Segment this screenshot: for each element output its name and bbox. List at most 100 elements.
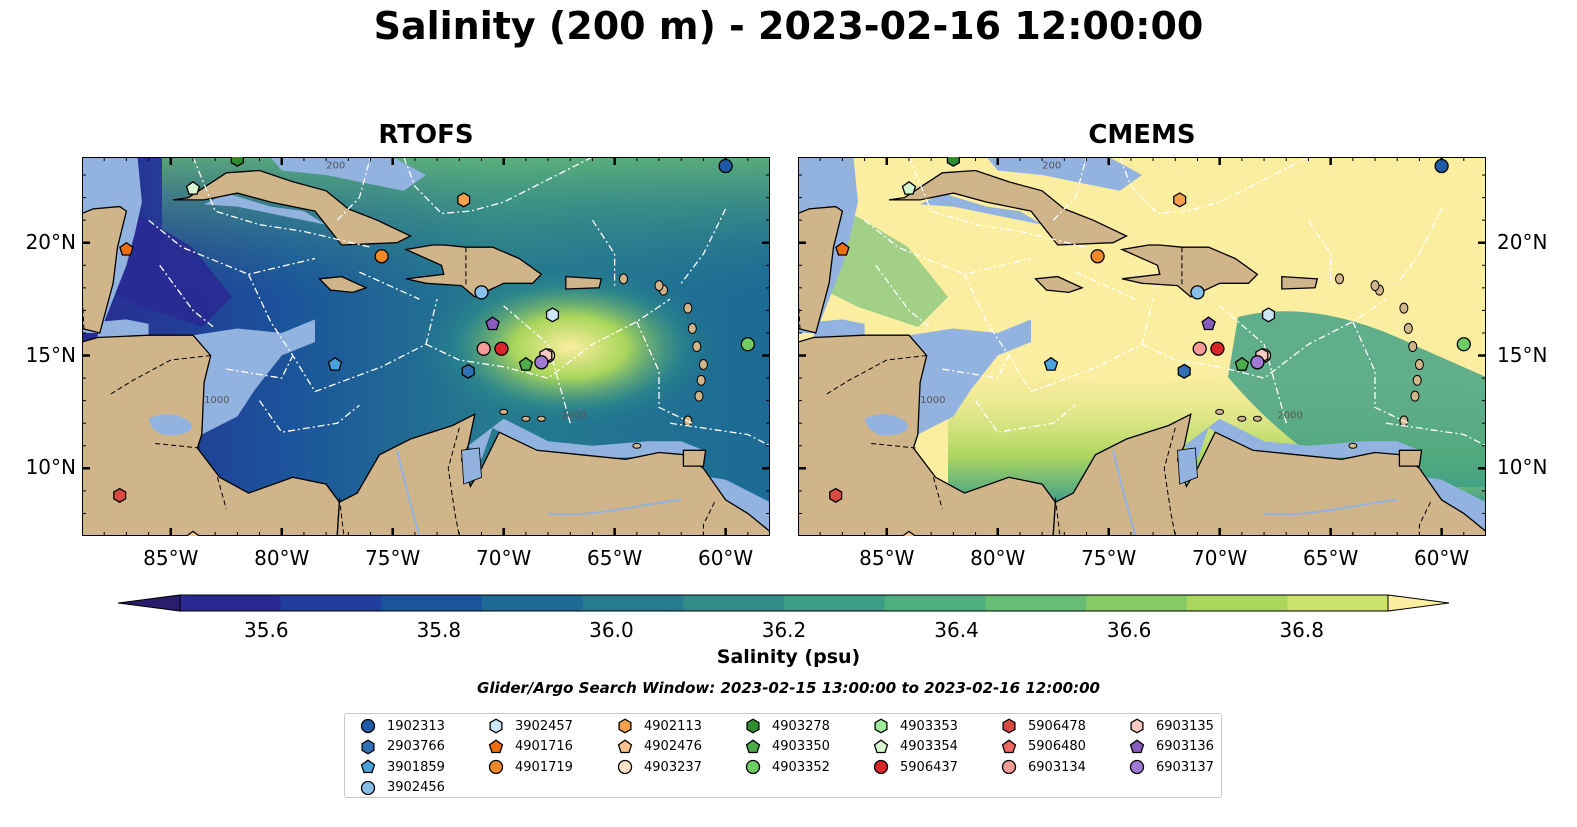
contour-label: 200 xyxy=(326,160,345,171)
float-marker-3902456 xyxy=(474,285,489,300)
lake-nicaragua xyxy=(148,414,192,436)
island-lesser-antilles-4 xyxy=(696,374,706,386)
float-marker-4903278 xyxy=(230,157,244,167)
legend-marker-4903353 xyxy=(874,718,888,734)
float-marker-4901716 xyxy=(119,241,134,256)
legend-item: 6903135 xyxy=(1128,716,1214,736)
legend-marker-icon xyxy=(618,718,632,734)
eez-line-5 xyxy=(636,321,693,424)
legend-item: 6903134 xyxy=(1000,757,1086,777)
legend-marker-icon xyxy=(873,738,889,753)
eez-line-9 xyxy=(1396,208,1443,284)
land-south-america xyxy=(1052,413,1486,536)
eez-line-10 xyxy=(1386,422,1486,447)
colorbar-segment xyxy=(1287,595,1389,611)
land-mexico-yucatan xyxy=(798,157,844,334)
figure-title: Salinity (200 m) - 2023-02-16 12:00:00 xyxy=(373,4,1204,48)
island-lesser-antilles-1 xyxy=(1403,322,1413,334)
shelf-nicaragua-rise xyxy=(909,319,1031,435)
legend-marker-1902313 xyxy=(360,718,376,734)
island-lesser-antilles-0 xyxy=(1399,302,1409,314)
land-jamaica xyxy=(318,275,368,294)
legend-marker-2903766 xyxy=(361,738,375,755)
float-marker-3902457 xyxy=(545,307,560,323)
colorbar-tick-label: 36.0 xyxy=(589,618,634,642)
legend-item: 4903278 xyxy=(744,716,830,736)
shelf-cuba-south xyxy=(204,193,327,225)
eez-line-8 xyxy=(591,219,616,288)
colorbar-tick-label: 36.4 xyxy=(934,618,979,642)
legend-label: 3902457 xyxy=(515,718,573,734)
island-lesser-antilles-5 xyxy=(694,390,704,402)
legend-label: 4903237 xyxy=(644,759,702,775)
colorbar-tick-label: 36.2 xyxy=(761,618,807,642)
island-abc-1 xyxy=(521,415,531,422)
colorbar-segment xyxy=(381,595,483,611)
legend-item: 6903136 xyxy=(1128,737,1214,757)
eez-line-2 xyxy=(864,219,1032,275)
legend-marker-icon xyxy=(489,718,503,734)
legend-marker-icon xyxy=(360,780,376,795)
legend-label: 5906480 xyxy=(1028,739,1086,754)
island-lesser-antilles-5 xyxy=(1410,390,1420,402)
float-marker-6903137 xyxy=(534,355,549,370)
legend-item: 1902313 xyxy=(359,716,445,736)
eez-line-7 xyxy=(226,355,294,379)
float-marker-2903766 xyxy=(1177,363,1191,379)
legend-marker-icon xyxy=(488,759,504,775)
colorbar-segment xyxy=(582,595,684,611)
lon-label: 60°W xyxy=(697,546,754,570)
lon-label: 80°W xyxy=(254,546,310,570)
lon-label: 70°W xyxy=(476,546,532,570)
legend-label: 5906437 xyxy=(900,759,958,775)
legend-marker-icon xyxy=(746,718,760,734)
lat-label: 15°N xyxy=(25,342,76,367)
island-abc-1 xyxy=(1237,415,1247,422)
river-magdalena xyxy=(1112,450,1137,536)
legend-item: 4903350 xyxy=(744,737,830,757)
legend-item: 4901716 xyxy=(487,737,573,757)
island-lesser-antilles-0 xyxy=(683,302,693,314)
float-legend: 1902313 2903766 3901859 3902456 3902457 49017… xyxy=(344,713,1222,798)
float-marker-4903278 xyxy=(946,157,960,167)
border-3 xyxy=(932,477,943,510)
legend-label: 4902113 xyxy=(644,718,702,734)
colorbar-segment xyxy=(884,595,986,611)
land-puerto-rico xyxy=(1281,275,1319,290)
panel-title-cmems: CMEMS xyxy=(1088,120,1196,150)
map-rtofs: 1000 2000 200 xyxy=(82,157,770,536)
gulf-of-honduras xyxy=(813,319,865,338)
legend-marker-5906480 xyxy=(1001,738,1017,753)
legend-label: 4903354 xyxy=(900,739,958,754)
border-3 xyxy=(216,477,227,510)
lon-label: 60°W xyxy=(1413,546,1470,570)
float-marker-6903137 xyxy=(1250,355,1265,370)
float-marker-1902313 xyxy=(1434,158,1449,174)
eez-line-6 xyxy=(258,400,360,433)
colorbar-tick-label: 36.6 xyxy=(1106,618,1152,642)
legend-marker-icon xyxy=(360,759,376,774)
float-marker-3902456 xyxy=(1190,285,1205,300)
legend-marker-4903352 xyxy=(745,759,761,775)
map-frame xyxy=(82,157,770,536)
eez-line-13 xyxy=(875,264,932,330)
legend-item: 4903237 xyxy=(616,757,702,777)
float-marker-4902476 xyxy=(901,530,917,536)
legend-item: 6903137 xyxy=(1128,757,1214,777)
land-trinidad xyxy=(682,449,707,467)
lat-label: 20°N xyxy=(25,229,76,254)
legend-label: 4901719 xyxy=(515,759,573,775)
legend-marker-icon xyxy=(360,718,376,734)
float-marker-6903134 xyxy=(476,341,491,356)
island-abc-3 xyxy=(1348,442,1358,449)
colorbar-tick-label: 36.8 xyxy=(1279,618,1324,642)
lake-maracaibo xyxy=(461,447,482,485)
float-marker-5906478 xyxy=(829,487,843,503)
legend-marker-3901859 xyxy=(360,759,376,774)
colorbar xyxy=(118,594,1450,612)
sea-field-warm-core xyxy=(322,237,722,457)
colorbar-segment xyxy=(280,595,382,611)
eez-line-1 xyxy=(1119,157,1309,215)
search-window-caption: Glider/Argo Search Window: 2023-02-15 13… xyxy=(477,679,1100,697)
float-marker-2903766 xyxy=(461,363,475,379)
